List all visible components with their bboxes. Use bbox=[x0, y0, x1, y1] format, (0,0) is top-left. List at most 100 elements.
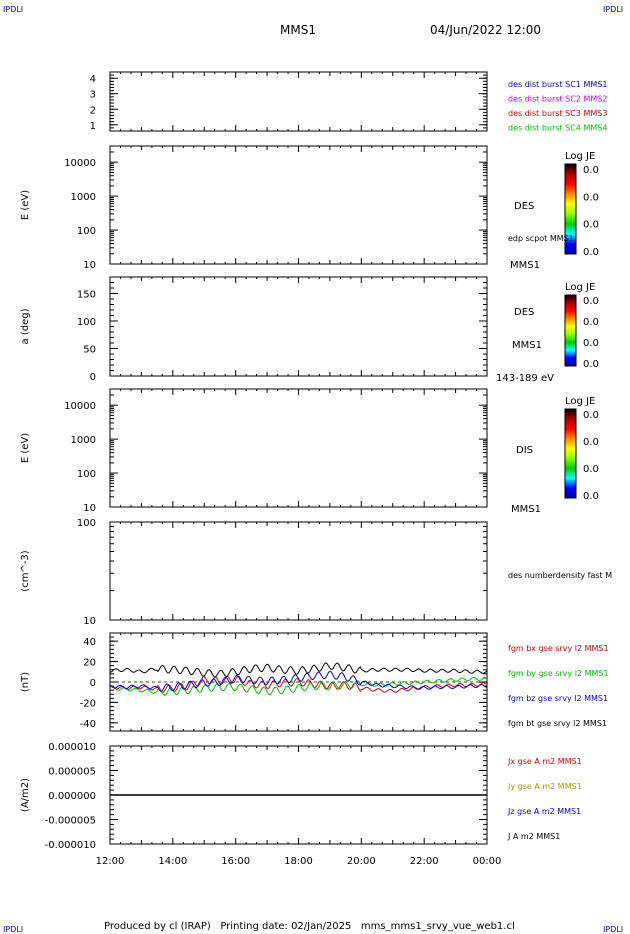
plot-labels: 4 3 2 1 des dist burst SC1 MMS1 des dist burs… bbox=[20, 74, 612, 867]
y-tick-label: 0.000005 bbox=[48, 767, 96, 778]
colorbar bbox=[564, 163, 577, 255]
legend-entry: J A m2 MMS1 bbox=[507, 832, 560, 841]
colorbar-title: Log JE bbox=[565, 396, 595, 407]
colorbar-tick-label: 0.0 bbox=[583, 410, 599, 421]
corner-label-bottom-left: IPDLI bbox=[3, 925, 23, 934]
y-tick-label: 100 bbox=[77, 317, 96, 328]
panel-frames bbox=[109, 71, 577, 845]
footer-credits: Produced by cl (IRAP) Printing date: 02/… bbox=[104, 921, 515, 932]
legend-entry: fgm by gse srvy l2 MMS1 bbox=[508, 669, 609, 678]
spacecraft-title: MMS1 bbox=[280, 23, 316, 37]
corner-label-top-left: IPDLI bbox=[3, 5, 23, 14]
legend-entry: des dist burst SC3 MMS3 bbox=[508, 109, 607, 118]
panel-top-label: MMS1 bbox=[510, 260, 540, 271]
y-tick-label: 4 bbox=[90, 74, 96, 85]
colorbar-tick-label: 0.0 bbox=[583, 192, 599, 203]
series-line bbox=[109, 670, 488, 692]
y-tick-label: 0.000000 bbox=[48, 791, 96, 802]
y-tick-label: 1000 bbox=[71, 435, 96, 446]
colorbar-tick-label: 0.0 bbox=[583, 296, 599, 307]
y-axis-label: a (deg) bbox=[20, 308, 31, 344]
legend-entry: des dist burst SC4 MMS4 bbox=[508, 124, 607, 133]
colorbar-title: Log JE bbox=[565, 282, 595, 293]
y-tick-label: 100 bbox=[77, 518, 96, 529]
legend-entry: fgm bt gse srvy l2 MMS1 bbox=[508, 719, 607, 728]
y-tick-label: 0 bbox=[90, 678, 96, 689]
axis-ticks bbox=[109, 72, 488, 845]
panel-side-label: edp scpot MMS1 bbox=[508, 234, 574, 243]
y-tick-label: 100 bbox=[77, 226, 96, 237]
x-tick-label: 18:00 bbox=[284, 856, 313, 867]
x-tick-label: 22:00 bbox=[410, 856, 439, 867]
panel-side-label: MMS1 bbox=[512, 340, 542, 351]
y-tick-label: 10 bbox=[83, 616, 96, 627]
panel-bottom-label: MMS1 bbox=[511, 504, 541, 515]
legend-entry: des dist burst SC1 MMS1 bbox=[508, 80, 607, 89]
legend-entry: Jz gse A m2 MMS1 bbox=[507, 807, 581, 816]
y-tick-label: 10000 bbox=[64, 401, 96, 412]
legend-entry: des dist burst SC2 MMS2 bbox=[508, 95, 607, 104]
panel-frame-2 bbox=[109, 145, 488, 265]
legend-entry: fgm bx gse srvy l2 MMS1 bbox=[508, 644, 609, 653]
panel-bottom-label: 143-189 eV bbox=[496, 373, 554, 384]
y-tick-label: 100 bbox=[77, 469, 96, 480]
y-tick-label: 1000 bbox=[71, 192, 96, 203]
legend-entry: Jy gse A m2 MMS1 bbox=[507, 782, 582, 791]
legend-entry: Jx gse A m2 MMS1 bbox=[507, 757, 582, 766]
y-tick-label: -20 bbox=[80, 698, 96, 709]
colorbar-title: Log JE bbox=[565, 151, 595, 162]
colorbar-tick-label: 0.0 bbox=[583, 359, 599, 370]
colorbar-tick-label: 0.0 bbox=[583, 220, 599, 231]
y-tick-label: 0 bbox=[90, 372, 96, 383]
legend-entry: fgm bz gse srvy l2 MMS1 bbox=[508, 694, 608, 703]
y-tick-label: 20 bbox=[83, 658, 96, 669]
colorbar-tick-label: 0.0 bbox=[583, 437, 599, 448]
datetime-title: 04/Jun/2022 12:00 bbox=[430, 23, 541, 37]
y-tick-label: -40 bbox=[80, 719, 96, 730]
colorbar-tick-label: 0.0 bbox=[583, 317, 599, 328]
y-tick-label: 0.000010 bbox=[48, 742, 96, 753]
colorbar-tick-label: 0.0 bbox=[583, 464, 599, 475]
y-tick-label: 10 bbox=[83, 260, 96, 271]
y-tick-label: -0.000005 bbox=[45, 816, 96, 827]
colorbar bbox=[564, 294, 577, 367]
series-line bbox=[109, 676, 488, 696]
panel-side-label: DES bbox=[514, 307, 534, 318]
panel-frame-5 bbox=[109, 521, 488, 621]
y-tick-label: 10 bbox=[83, 503, 96, 514]
colorbar-tick-label: 0.0 bbox=[583, 338, 599, 349]
panel-side-label: DES bbox=[514, 201, 534, 212]
panel-frame-4 bbox=[109, 388, 488, 508]
y-axis-label: (cm^-3) bbox=[20, 550, 31, 591]
panel-frame-1 bbox=[109, 71, 488, 132]
legend-entry: des numberdensity fast M bbox=[508, 571, 612, 580]
colorbar bbox=[564, 408, 577, 499]
x-tick-label: 12:00 bbox=[96, 856, 125, 867]
corner-label-top-right: IPDLI bbox=[603, 5, 623, 14]
y-tick-label: 40 bbox=[83, 637, 96, 648]
panel-frame-3 bbox=[109, 276, 488, 377]
y-tick-label: 2 bbox=[90, 105, 96, 116]
corner-label-bottom-right: IPDLI bbox=[603, 925, 623, 934]
y-axis-label: E (eV) bbox=[20, 190, 31, 220]
x-tick-label: 16:00 bbox=[221, 856, 250, 867]
panel-side-label: DIS bbox=[516, 445, 533, 456]
y-tick-label: 3 bbox=[90, 90, 96, 101]
colorbar-tick-label: 0.0 bbox=[583, 491, 599, 502]
plot-marks bbox=[109, 662, 488, 796]
colorbar-tick-label: 0.0 bbox=[583, 165, 599, 176]
series-line bbox=[109, 662, 488, 678]
y-tick-label: 1 bbox=[90, 121, 96, 132]
y-axis-label: (nT) bbox=[20, 672, 31, 692]
y-axis-label: (A/m2) bbox=[20, 778, 31, 812]
y-tick-label: 150 bbox=[77, 290, 96, 301]
x-tick-label: 20:00 bbox=[347, 856, 376, 867]
y-tick-label: 50 bbox=[83, 345, 96, 356]
x-tick-label: 14:00 bbox=[158, 856, 187, 867]
x-tick-label: 00:00 bbox=[473, 856, 502, 867]
y-tick-label: -0.000010 bbox=[45, 840, 96, 851]
colorbar-tick-label: 0.0 bbox=[583, 247, 599, 258]
y-axis-label: E (eV) bbox=[20, 433, 31, 463]
y-tick-label: 10000 bbox=[64, 158, 96, 169]
